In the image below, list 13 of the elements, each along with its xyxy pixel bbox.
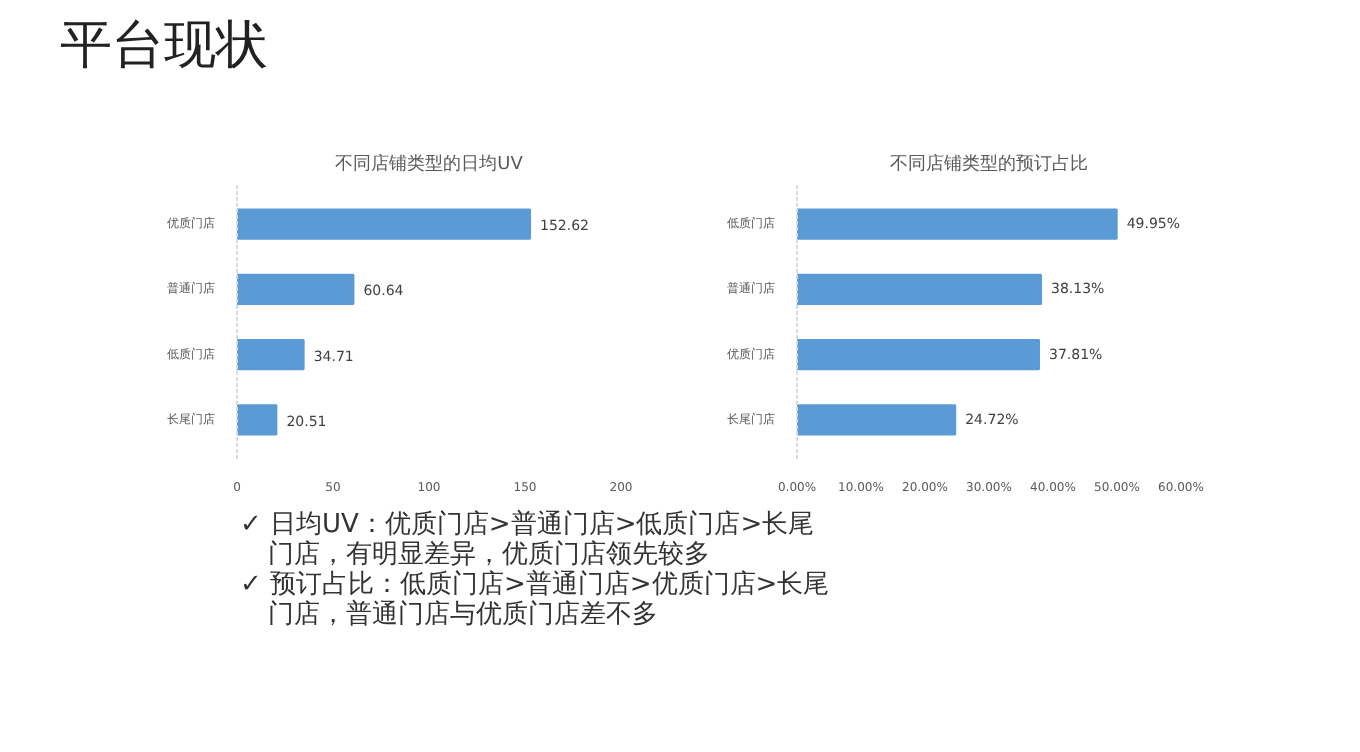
bar [797,338,1040,371]
bar [237,208,532,240]
bar [237,404,278,436]
bar [237,338,305,371]
bar [797,404,957,436]
chart-title: 不同店铺类型的预订占比 [890,153,1088,175]
chart-title: 不同店铺类型的日均UV [335,153,525,175]
bar [797,208,1118,240]
text: ✓ 预订占比：低质门店>普通门店>优质门店>长尾门店，普通门店与优质门店差不多 [240,570,832,630]
bar [237,273,355,306]
text: ✓ 日均UV：优质门店>普通门店>低质门店>长尾门店，有明显差异，优质门店领先较多 [240,510,817,570]
bar [797,273,1043,306]
text: 平台现状 [60,14,268,80]
